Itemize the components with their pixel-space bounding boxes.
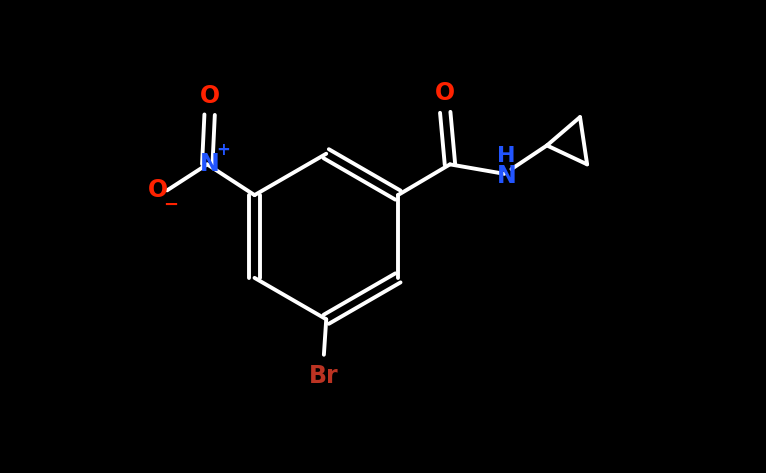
Text: O: O bbox=[148, 178, 168, 202]
Text: N: N bbox=[497, 164, 516, 188]
Text: O: O bbox=[200, 84, 220, 108]
Text: O: O bbox=[435, 81, 455, 105]
Text: Br: Br bbox=[309, 364, 339, 388]
Text: H: H bbox=[497, 146, 516, 166]
Text: N: N bbox=[200, 152, 220, 176]
Text: −: − bbox=[163, 195, 178, 214]
Text: +: + bbox=[216, 141, 230, 159]
